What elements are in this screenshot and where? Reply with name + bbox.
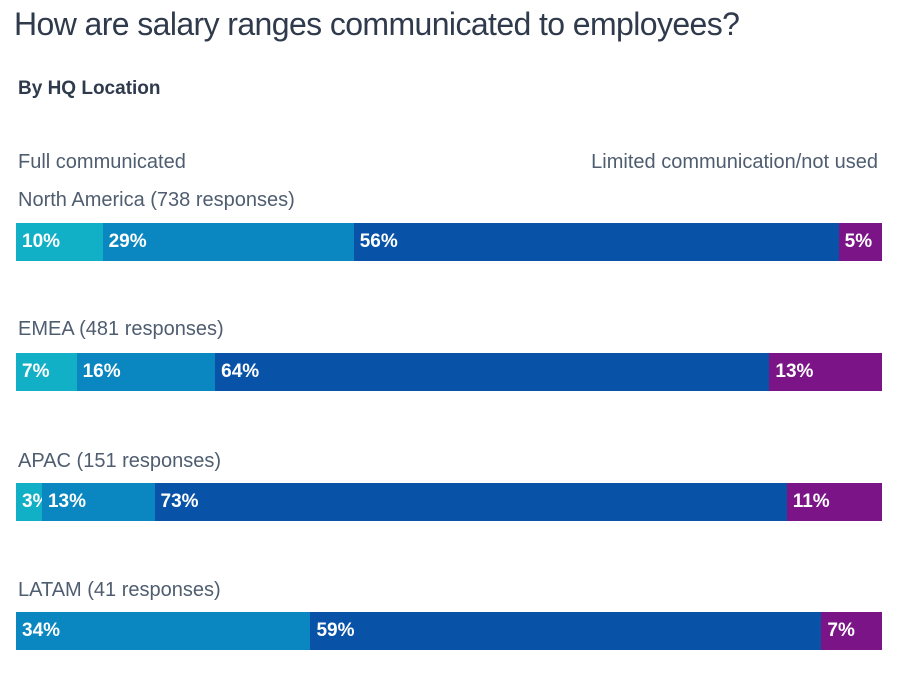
bar-segment: 56%: [353, 223, 839, 261]
group-label: North America (738 responses): [18, 189, 295, 211]
bar-segment: 34%: [16, 612, 311, 650]
bar-segment: 13%: [41, 483, 155, 521]
bar-row: 10% 29% 56% 5%: [16, 223, 882, 261]
scale-left-label: Full communicated: [18, 151, 186, 173]
bar-segment: 11%: [786, 483, 882, 521]
bar-segment: 7%: [16, 353, 77, 391]
bar-segment: 10%: [16, 223, 103, 261]
bar-segment: 16%: [76, 353, 216, 391]
group-label: LATAM (41 responses): [18, 579, 221, 601]
bar-segment: 73%: [154, 483, 787, 521]
scale-right-label: Limited communication/not used: [591, 151, 878, 173]
bar-row: 34% 59% 7%: [16, 612, 882, 650]
bar-segment: 64%: [215, 353, 770, 391]
bar-segment: 59%: [310, 612, 822, 650]
bar-segment: 7%: [821, 612, 882, 650]
bar-row: 7% 16% 64% 13%: [16, 353, 882, 391]
bar-segment: 29%: [102, 223, 354, 261]
bar-segment: 13%: [769, 353, 882, 391]
group-label: APAC (151 responses): [18, 450, 222, 472]
bar-segment: 5%: [838, 223, 882, 261]
chart-subtitle: By HQ Location: [18, 78, 161, 99]
group-label: EMEA (481 responses): [18, 318, 224, 340]
chart-title: How are salary ranges communicated to em…: [14, 6, 740, 42]
bar-segment: 3%: [16, 483, 42, 521]
bar-row: 3%13%73%11%: [16, 483, 882, 521]
